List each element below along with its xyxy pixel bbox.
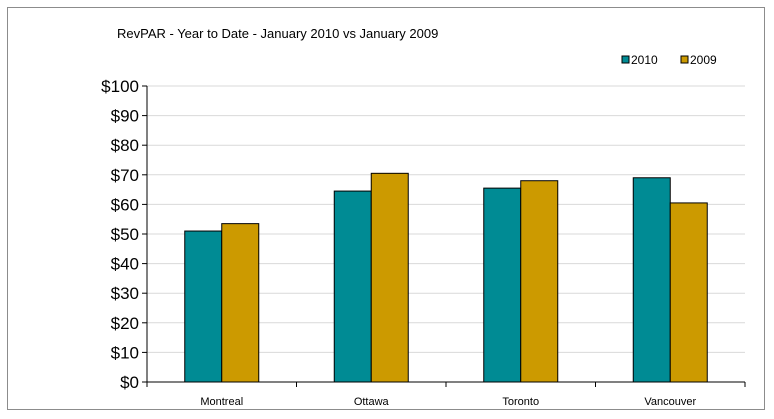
chart-title: RevPAR - Year to Date - January 2010 vs … [117,26,438,41]
x-tick-label: Vancouver [644,396,696,408]
x-tick-label: Montreal [200,396,243,408]
bar-toronto-2009 [520,180,559,383]
legend-swatch-2009 [680,55,689,64]
bar-vancouver-2009 [669,202,708,383]
y-tick-label: $0 [120,373,139,392]
bar-ottawa-2009 [370,172,409,383]
y-tick-label: $20 [111,314,139,333]
bar-toronto-2010 [483,187,522,383]
bar-vancouver-2010 [632,177,671,383]
y-axis-ticks: $0 $10 $20 $30 $40 $50 $60 $70 $80 $90 $100 [101,77,147,392]
y-tick-label: $30 [111,284,139,303]
legend-label-2009: 2009 [690,53,717,67]
x-axis-ticks: Montreal Ottawa Toronto Vancouver [146,382,746,408]
bars [184,172,708,383]
y-tick-label: $60 [111,195,139,214]
y-tick-label: $90 [111,107,139,126]
bar-montreal-2009 [221,223,260,383]
legend-swatch-2010 [621,55,630,64]
y-tick-label: $40 [111,255,139,274]
y-tick-label: $100 [101,77,139,96]
y-tick-label: $10 [111,343,139,362]
x-tick-label: Ottawa [354,396,390,408]
y-tick-label: $70 [111,166,139,185]
legend-label-2010: 2010 [631,53,658,67]
bar-ottawa-2010 [333,190,372,383]
bar-montreal-2010 [184,230,223,383]
x-tick-label: Toronto [502,396,539,408]
y-tick-label: $80 [111,136,139,155]
legend: 2010 2009 [621,53,717,67]
y-tick-label: $50 [111,225,139,244]
